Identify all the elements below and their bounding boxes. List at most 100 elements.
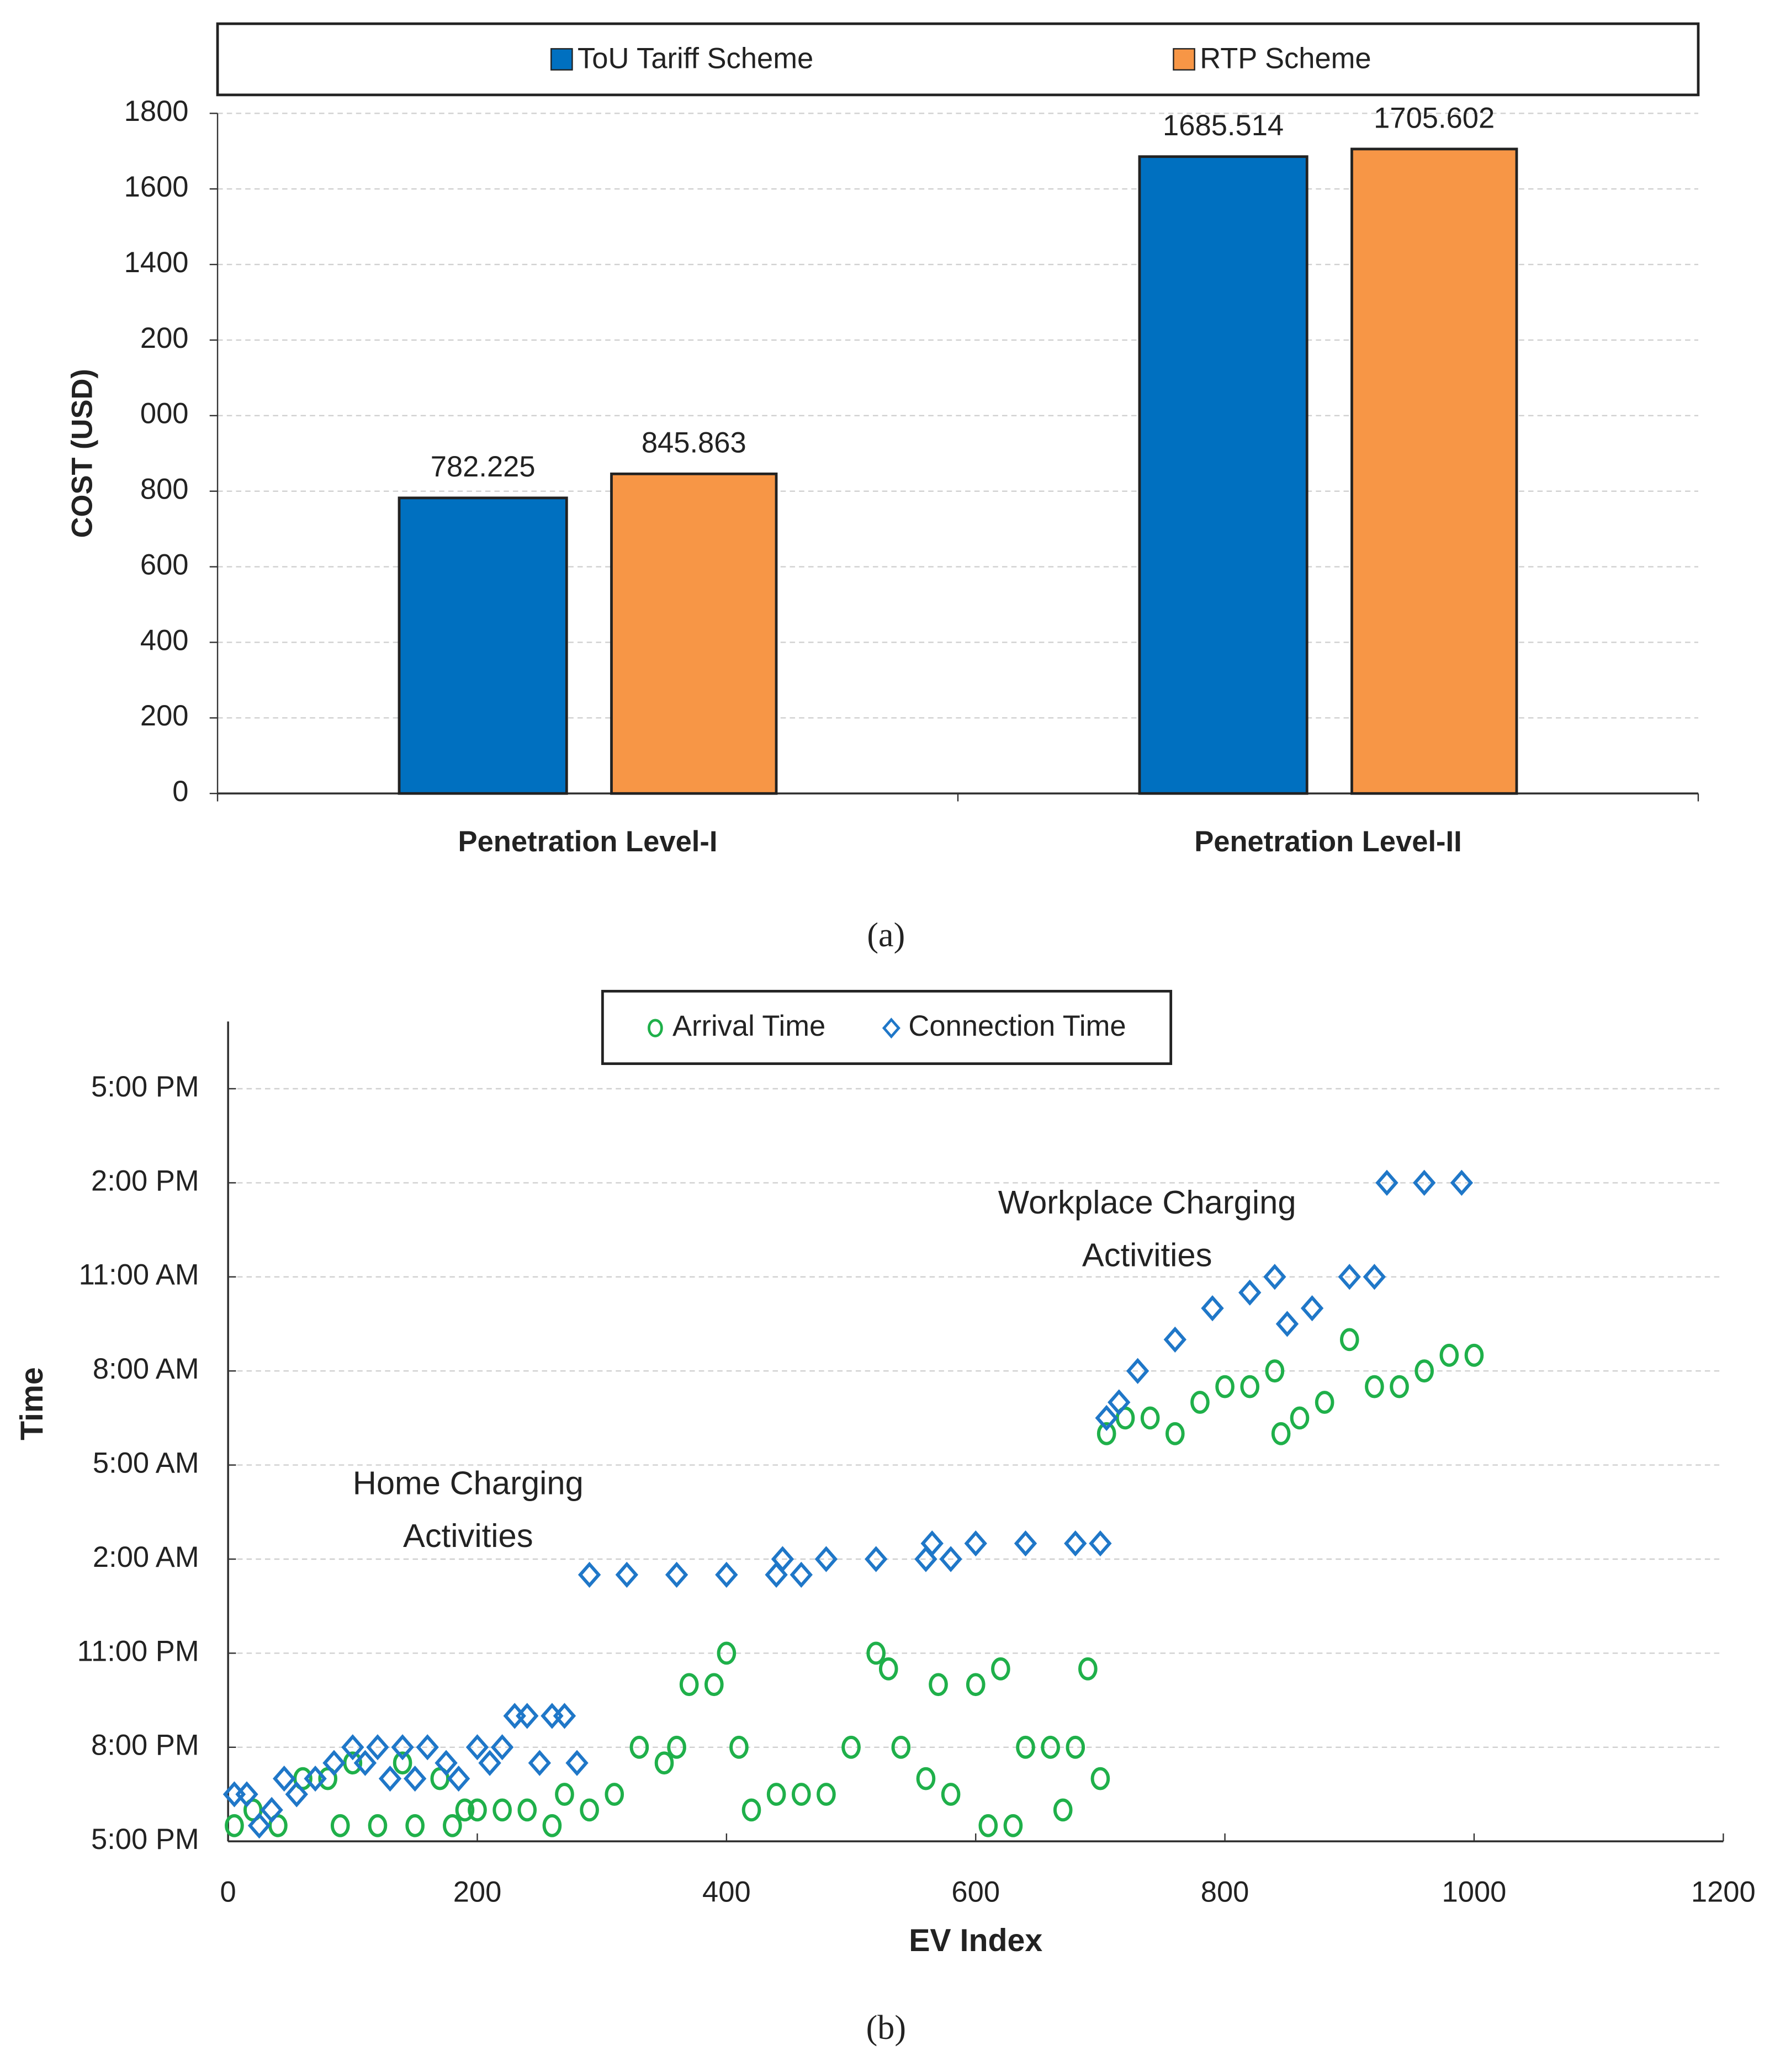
point — [1300, 1295, 1324, 1322]
point — [1263, 1264, 1286, 1290]
point — [447, 1765, 470, 1792]
y-tick-label: 200 — [140, 700, 189, 732]
point — [555, 1783, 574, 1806]
value-label: 1705.602 — [1374, 102, 1495, 134]
point — [490, 1734, 514, 1761]
point — [578, 1561, 601, 1588]
y-tick-label: 5:00 PM — [91, 1823, 199, 1856]
legend-box — [601, 989, 1173, 1066]
point — [866, 1641, 886, 1665]
point — [1339, 1328, 1359, 1352]
point — [403, 1765, 427, 1792]
point — [330, 1814, 350, 1837]
point — [1089, 1530, 1112, 1557]
point — [966, 1673, 986, 1697]
y-tick-label: 400 — [140, 624, 189, 656]
point — [341, 1734, 364, 1761]
point — [1290, 1406, 1310, 1430]
point — [1450, 1169, 1474, 1196]
point — [1190, 1391, 1210, 1414]
point — [991, 1657, 1010, 1681]
point — [516, 1703, 539, 1729]
y-tick-label: 1400 — [124, 246, 189, 279]
point — [1464, 1343, 1484, 1367]
point — [492, 1798, 512, 1822]
x-tick-label: 400 — [702, 1876, 751, 1909]
point — [920, 1530, 944, 1557]
y-axis-label: Time — [14, 1367, 50, 1440]
point — [1215, 1375, 1235, 1398]
point — [891, 1735, 911, 1759]
point — [1365, 1375, 1384, 1398]
caption: (b) — [866, 2009, 906, 2047]
point — [1315, 1391, 1334, 1414]
point — [1014, 1530, 1037, 1557]
x-tick-label: Penetration Level-II — [1194, 825, 1462, 858]
legend-swatch — [550, 48, 573, 71]
y-tick-label: 8:00 AM — [93, 1353, 199, 1385]
x-tick-label: 800 — [1201, 1876, 1249, 1909]
point — [443, 1814, 462, 1837]
y-axis-label: COST (USD) — [66, 369, 99, 538]
point — [1390, 1375, 1409, 1398]
point — [615, 1561, 639, 1588]
y-tick-label: 600 — [140, 548, 189, 581]
point — [1415, 1359, 1434, 1383]
point — [517, 1798, 537, 1822]
point — [1265, 1359, 1285, 1383]
point — [1363, 1264, 1386, 1290]
point — [771, 1546, 794, 1572]
y-tick-label: 0 — [172, 775, 188, 808]
point — [1275, 1311, 1299, 1337]
point — [629, 1735, 649, 1759]
point — [1066, 1735, 1085, 1759]
y-tick-label: 11:00 PM — [77, 1635, 199, 1667]
annotation: Workplace Charging — [998, 1184, 1296, 1221]
point — [1108, 1389, 1131, 1416]
point — [1003, 1814, 1023, 1837]
legend-marker — [882, 1018, 900, 1039]
point — [1412, 1169, 1436, 1196]
point — [1016, 1735, 1035, 1759]
point — [704, 1673, 724, 1697]
point — [766, 1783, 786, 1806]
legend-label: Connection Time — [908, 1010, 1126, 1042]
point — [791, 1783, 811, 1806]
point — [435, 1750, 458, 1776]
point — [478, 1750, 501, 1776]
point — [814, 1546, 838, 1572]
annotation: Home Charging — [353, 1464, 584, 1501]
point — [729, 1735, 749, 1759]
point — [790, 1561, 813, 1588]
point — [1140, 1406, 1160, 1430]
point — [368, 1814, 388, 1837]
point — [1375, 1169, 1398, 1196]
point — [465, 1734, 489, 1761]
point — [679, 1673, 699, 1697]
point — [391, 1734, 414, 1761]
point — [1078, 1657, 1098, 1681]
point — [929, 1673, 948, 1697]
legend-label: RTP Scheme — [1200, 43, 1371, 75]
x-tick-label: Penetration Level-I — [458, 825, 718, 858]
point — [393, 1751, 412, 1775]
point — [1041, 1735, 1060, 1759]
y-tick-label: 200 — [140, 322, 189, 354]
value-label: 1685.514 — [1163, 109, 1284, 142]
point — [939, 1546, 962, 1572]
point — [1096, 1422, 1116, 1445]
legend-marker — [648, 1019, 663, 1037]
y-tick-label: 5:00 AM — [93, 1446, 199, 1479]
point — [273, 1765, 296, 1792]
x-tick-label: 200 — [453, 1876, 502, 1909]
point — [366, 1734, 389, 1761]
point — [1201, 1295, 1224, 1322]
x-tick-label: 600 — [951, 1876, 1000, 1909]
legend-label: Arrival Time — [672, 1010, 825, 1042]
point — [878, 1657, 898, 1681]
y-tick-label: 2:00 AM — [93, 1541, 199, 1573]
point — [964, 1530, 987, 1557]
point — [528, 1750, 552, 1776]
legend-box — [216, 22, 1700, 97]
